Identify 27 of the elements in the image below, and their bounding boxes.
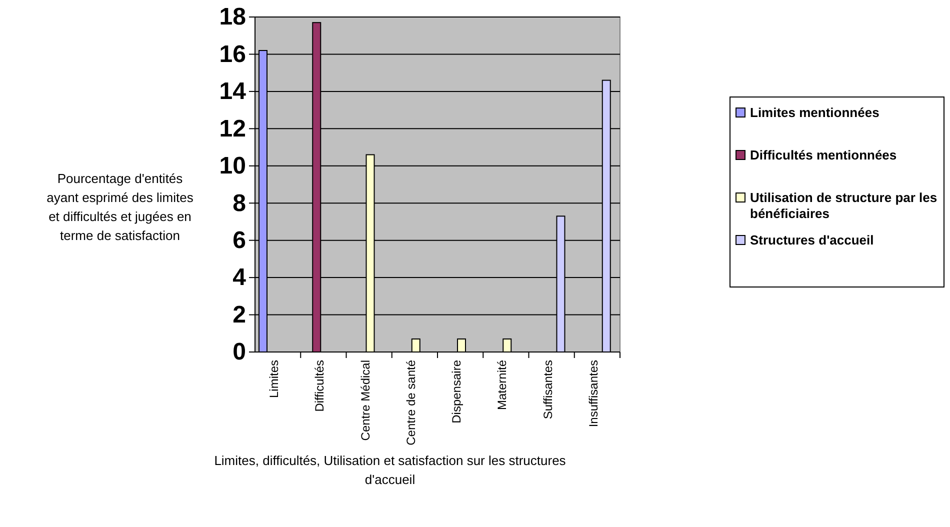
bar: [502, 338, 512, 352]
x-tick-label: Difficultés: [312, 360, 327, 412]
x-tick-label: Centre Médical: [358, 360, 372, 441]
legend-label: Limites mentionnées: [750, 105, 880, 120]
y-tick-label: 16: [219, 40, 246, 68]
x-axis-title: Limites, difficultés, Utilisation et satisfaction sur les structures d'accueil: [214, 453, 566, 487]
x-tick-label: Dispensaire: [450, 360, 464, 424]
bar: [457, 338, 466, 352]
legend-label: Structures d'accueil: [750, 232, 874, 248]
y-tick-label: 0: [232, 338, 246, 366]
bar: [411, 338, 420, 352]
y-tick-label: 12: [219, 115, 246, 142]
y-tick-label: 6: [232, 227, 246, 254]
x-tick-label: Centre de santé: [404, 360, 418, 446]
y-tick-label: 4: [232, 264, 247, 292]
y-tick-label: 10: [219, 152, 246, 180]
x-tick-label: Maternité: [495, 360, 510, 410]
y-tick-label: 8: [232, 190, 246, 217]
y-tick-label: 2: [232, 301, 246, 328]
x-tick-label: Insuffisantes: [586, 360, 600, 428]
y-tick-label: 18: [219, 4, 246, 31]
y-axis-title: Pourcentage d'entités ayant esprimé des limites et difficultés et jugées en terme de satisfaction: [46, 171, 194, 243]
x-tick-label: Limites: [267, 360, 282, 398]
legend-label: Utilisation de structure par les bénéficiaires: [750, 190, 938, 221]
legend-label: Difficultés mentionnées: [750, 148, 897, 162]
x-tick-label: Suffisantes: [540, 360, 555, 420]
y-tick-label: 14: [219, 78, 247, 106]
